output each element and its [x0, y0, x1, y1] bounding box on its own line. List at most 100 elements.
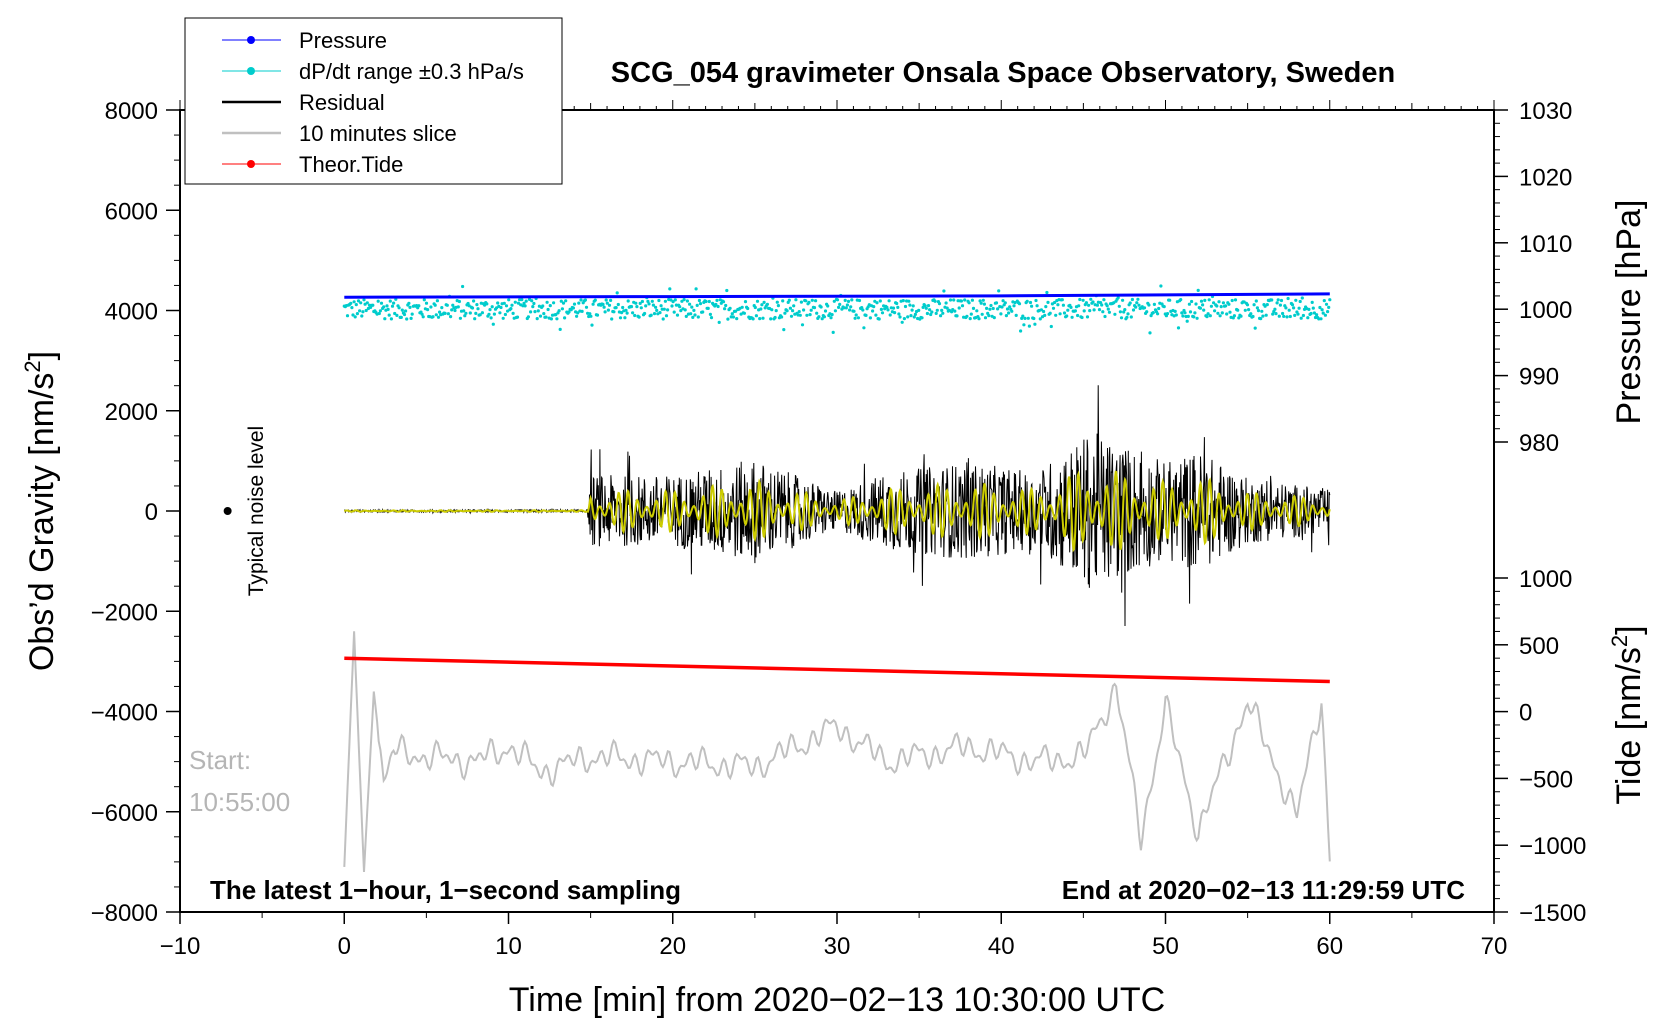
dpdt-point: [877, 317, 881, 321]
pressure-line: [344, 292, 1330, 299]
dpdt-point: [923, 304, 927, 308]
dpdt-point: [1217, 300, 1221, 304]
dpdt-point: [860, 306, 864, 310]
dpdt-point: [1097, 308, 1102, 312]
dpdt-point: [983, 316, 988, 320]
dpdt-point: [584, 305, 589, 309]
dpdt-point: [456, 305, 460, 309]
dpdt-point: [507, 298, 511, 302]
dpdt-point: [680, 299, 684, 303]
dpdt-point: [564, 299, 568, 303]
dpdt-point: [845, 303, 850, 307]
dpdt-point: [783, 311, 787, 315]
dpdt-point: [607, 303, 612, 307]
dpdt-point: [1012, 304, 1016, 308]
dpdt-point: [1039, 308, 1043, 312]
dpdt-point: [1196, 288, 1200, 292]
dpdt-point: [520, 298, 524, 302]
dpdt-point: [753, 305, 757, 310]
tide-tick-label: 500: [1519, 633, 1559, 660]
dpdt-point: [907, 299, 911, 303]
dpdt-point: [1032, 316, 1036, 321]
dpdt-point: [715, 298, 719, 302]
dpdt-point: [809, 308, 813, 312]
dpdt-point: [1125, 315, 1129, 319]
dpdt-point: [399, 315, 403, 319]
dpdt-point: [538, 314, 543, 318]
legend: Pressure dP/dt range ±0.3 hPa/s Residual…: [184, 17, 563, 185]
x-axis-ticks: −10 0 10 20 30 40 50 60 70: [160, 100, 1507, 960]
dpdt-point: [782, 328, 786, 332]
dpdt-point: [379, 301, 384, 305]
pressure-axis-title: Pressure [hPa]: [1610, 200, 1648, 425]
dpdt-point: [988, 307, 992, 311]
dpdt-point: [1148, 331, 1152, 335]
dpdt-point: [559, 299, 563, 303]
dpdt-point: [1025, 299, 1029, 303]
dpdt-point: [663, 299, 668, 303]
dpdt-point: [652, 312, 657, 316]
start-time: 10:55:00: [189, 787, 290, 817]
dpdt-point: [1007, 311, 1011, 315]
dpdt-point: [926, 304, 931, 308]
dpdt-point: [560, 307, 565, 311]
dpdt-point: [1001, 299, 1005, 303]
y-axis-ticks: 8000 6000 4000 2000 0 −2000 −4000 −6000 −8000: [91, 98, 180, 927]
dpdt-point: [1033, 322, 1037, 326]
dpdt-point: [792, 304, 796, 308]
dpdt-point: [967, 301, 971, 305]
dpdt-point: [435, 299, 439, 303]
dpdt-point: [434, 313, 438, 317]
dpdt-point: [1176, 326, 1181, 330]
dpdt-point: [1102, 298, 1106, 302]
dpdt-point: [1230, 298, 1234, 303]
sampling-note: The latest 1−hour, 1−second sampling: [210, 875, 681, 905]
dpdt-point: [1207, 298, 1211, 302]
dpdt-point: [688, 302, 692, 306]
dpdt-point: [861, 308, 865, 312]
dpdt-point: [626, 299, 630, 303]
dpdt-point: [634, 301, 638, 305]
dpdt-point: [655, 308, 659, 312]
x-tick-label: 0: [338, 933, 351, 960]
dpdt-point: [510, 303, 514, 307]
dpdt-point: [844, 306, 848, 310]
x-tick-label: −10: [160, 933, 201, 960]
end-time-note: End at 2020−02−13 11:29:59 UTC: [1062, 875, 1465, 905]
dpdt-point: [638, 301, 642, 305]
dpdt-point: [445, 303, 449, 307]
x-tick-label: 50: [1152, 933, 1179, 960]
dpdt-point: [878, 299, 882, 303]
dpdt-point: [982, 302, 987, 306]
dpdt-point: [351, 313, 355, 317]
dpdt-point: [935, 308, 939, 312]
dpdt-point: [785, 309, 789, 313]
dpdt-point: [885, 305, 889, 309]
dpdt-point: [698, 302, 703, 306]
dpdt-point: [1187, 302, 1191, 306]
dpdt-point: [740, 305, 744, 309]
dpdt-point: [857, 298, 862, 303]
dpdt-point: [683, 308, 687, 312]
dpdt-point: [1203, 298, 1207, 302]
dpdt-point: [364, 308, 368, 313]
dpdt-point: [1328, 298, 1332, 302]
dpdt-point: [474, 311, 478, 315]
dpdt-point: [917, 308, 921, 312]
start-label: Start:: [189, 745, 251, 775]
dpdt-point: [670, 304, 674, 308]
dpdt-point: [633, 313, 637, 318]
dpdt-point: [545, 300, 549, 304]
y-axis-title-left-sup: 2: [20, 360, 45, 372]
dpdt-point: [1022, 323, 1026, 327]
dpdt-point: [920, 316, 924, 320]
dpdt-point: [734, 309, 738, 313]
dpdt-point: [1046, 300, 1050, 304]
dpdt-point: [1077, 304, 1081, 308]
dpdt-point: [1069, 305, 1073, 309]
y-axis-title-left: Obs’d Gravity [nm/s2]: [20, 351, 61, 671]
dpdt-point: [913, 312, 918, 316]
dpdt-point: [426, 308, 430, 312]
dpdt-point: [353, 315, 357, 319]
dpdt-point: [808, 313, 812, 317]
